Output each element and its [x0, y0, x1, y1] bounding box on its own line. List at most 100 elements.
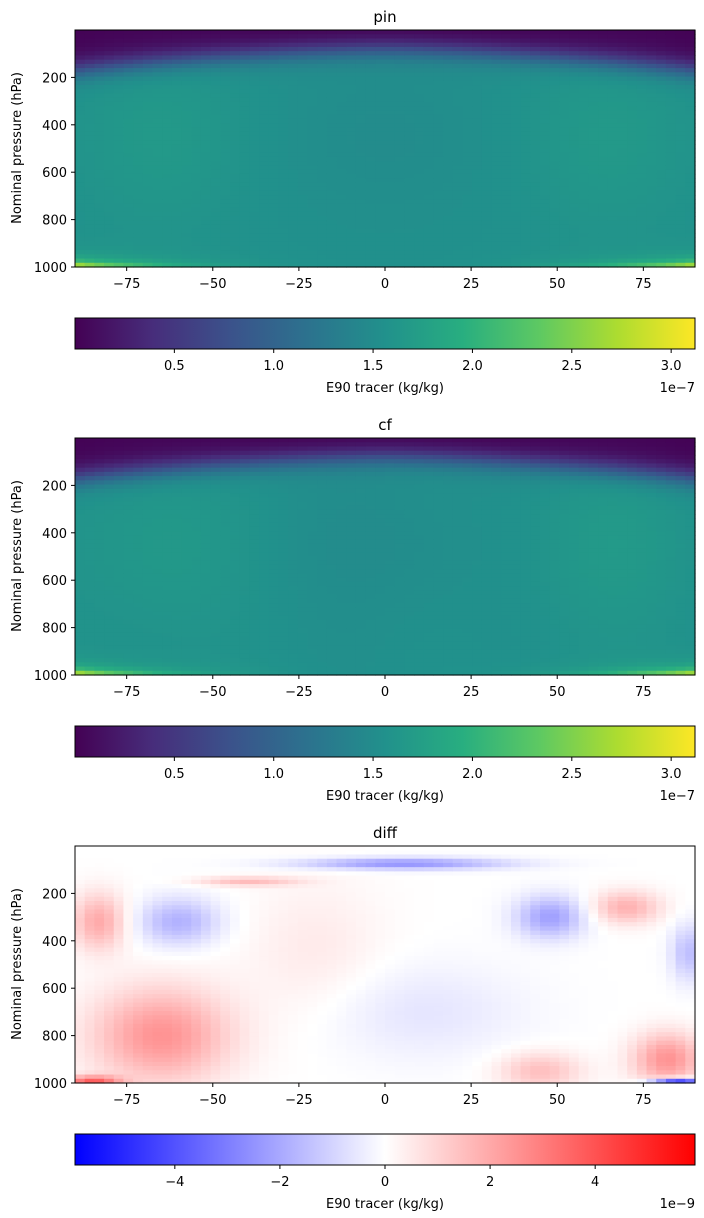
- heatmap-cell: [481, 89, 493, 95]
- heatmap-cell: [220, 199, 231, 205]
- heatmap-cell: [191, 46, 202, 52]
- heatmap-cell: [259, 140, 270, 145]
- heatmap-cell: [656, 85, 667, 90]
- heatmap-cell: [84, 68, 95, 73]
- heatmap-cell: [84, 476, 95, 481]
- heatmap-cell: [297, 548, 309, 553]
- heatmap-cell: [278, 471, 289, 477]
- heatmap-cell: [171, 85, 183, 90]
- heatmap-cell: [307, 161, 318, 167]
- heatmap-cell: [462, 195, 473, 200]
- heatmap-cell: [210, 42, 221, 48]
- heatmap-cell: [200, 518, 212, 524]
- heatmap-cell: [84, 30, 95, 35]
- heatmap-cell: [656, 199, 667, 205]
- heatmap-cell: [394, 72, 405, 78]
- heatmap-cell: [259, 85, 270, 90]
- heatmap-cell: [607, 165, 619, 171]
- heatmap-cell: [230, 207, 241, 213]
- heatmap-cell: [249, 632, 260, 638]
- heatmap-cell: [385, 101, 396, 107]
- heatmap-cell: [326, 152, 338, 158]
- heatmap-cell: [152, 598, 163, 604]
- heatmap-cell: [452, 233, 464, 238]
- heatmap-cell: [84, 203, 95, 209]
- heatmap-cell: [375, 131, 386, 137]
- heatmap-cell: [268, 93, 280, 99]
- heatmap-cell: [414, 106, 425, 112]
- heatmap-cell: [307, 182, 318, 188]
- heatmap-cell: [133, 552, 144, 558]
- heatmap-cell: [171, 556, 183, 562]
- heatmap-cell: [152, 148, 163, 154]
- heatmap-cell: [278, 169, 289, 175]
- heatmap-cell: [636, 114, 648, 120]
- heatmap-cell: [578, 127, 590, 133]
- heatmap-cell: [443, 262, 454, 268]
- heatmap-cell: [404, 80, 415, 86]
- heatmap-cell: [75, 34, 86, 40]
- heatmap-cell: [181, 156, 192, 162]
- heatmap-cell: [200, 484, 212, 490]
- heatmap-cell: [559, 182, 570, 188]
- heatmap-cell: [346, 165, 357, 171]
- heatmap-cell: [501, 93, 512, 99]
- heatmap-cell: [268, 564, 280, 570]
- heatmap-cell: [636, 68, 648, 73]
- heatmap-cell: [317, 135, 328, 141]
- heatmap-cell: [423, 140, 435, 145]
- heatmap-cell: [94, 59, 105, 65]
- heatmap-cell: [346, 127, 357, 133]
- heatmap-cell: [220, 594, 231, 600]
- heatmap-cell: [210, 615, 221, 621]
- heatmap-cell: [462, 51, 473, 56]
- heatmap-cell: [84, 135, 95, 141]
- heatmap-cell: [375, 106, 386, 112]
- heatmap-cell: [452, 72, 464, 78]
- heatmap-cell: [259, 89, 270, 95]
- heatmap-cell: [171, 165, 183, 171]
- heatmap-cell: [588, 42, 599, 48]
- heatmap-cell: [249, 463, 260, 469]
- heatmap-cell: [569, 68, 580, 73]
- heatmap-cell: [239, 590, 250, 596]
- heatmap-cell: [685, 106, 696, 112]
- heatmap-cell: [123, 632, 134, 638]
- heatmap-cell: [113, 228, 125, 234]
- heatmap-cell: [75, 632, 86, 638]
- heatmap-cell: [181, 624, 192, 630]
- heatmap-cell: [239, 556, 250, 562]
- heatmap-cell: [355, 131, 367, 137]
- heatmap-cell: [162, 224, 173, 230]
- heatmap-cell: [656, 165, 667, 171]
- heatmap-cell: [84, 245, 95, 251]
- heatmap-cell: [423, 211, 435, 217]
- heatmap-cell: [142, 237, 154, 243]
- heatmap-cell: [162, 131, 173, 137]
- heatmap-cell: [84, 518, 95, 524]
- heatmap-cell: [239, 68, 250, 73]
- heatmap-cell: [239, 467, 250, 473]
- heatmap-cell: [133, 670, 144, 676]
- heatmap-cell: [268, 594, 280, 600]
- heatmap-cell: [152, 59, 163, 65]
- heatmap-cell: [84, 446, 95, 452]
- heatmap-cell: [259, 636, 270, 642]
- heatmap-cell: [249, 76, 260, 82]
- heatmap-cell: [675, 161, 686, 167]
- heatmap-cell: [239, 42, 250, 48]
- heatmap-cell: [133, 59, 144, 65]
- heatmap-cell: [75, 552, 86, 558]
- heatmap-cell: [75, 569, 86, 575]
- heatmap-cell: [249, 262, 260, 268]
- heatmap-cell: [152, 535, 163, 541]
- heatmap-cell: [404, 161, 415, 167]
- heatmap-cell: [540, 199, 551, 205]
- heatmap-cell: [472, 101, 483, 107]
- heatmap-cell: [365, 89, 376, 95]
- heatmap-cell: [549, 80, 560, 86]
- heatmap-cell: [472, 241, 483, 247]
- heatmap-cell: [375, 190, 386, 196]
- heatmap-cell: [452, 97, 464, 103]
- heatmap-cell: [239, 662, 250, 668]
